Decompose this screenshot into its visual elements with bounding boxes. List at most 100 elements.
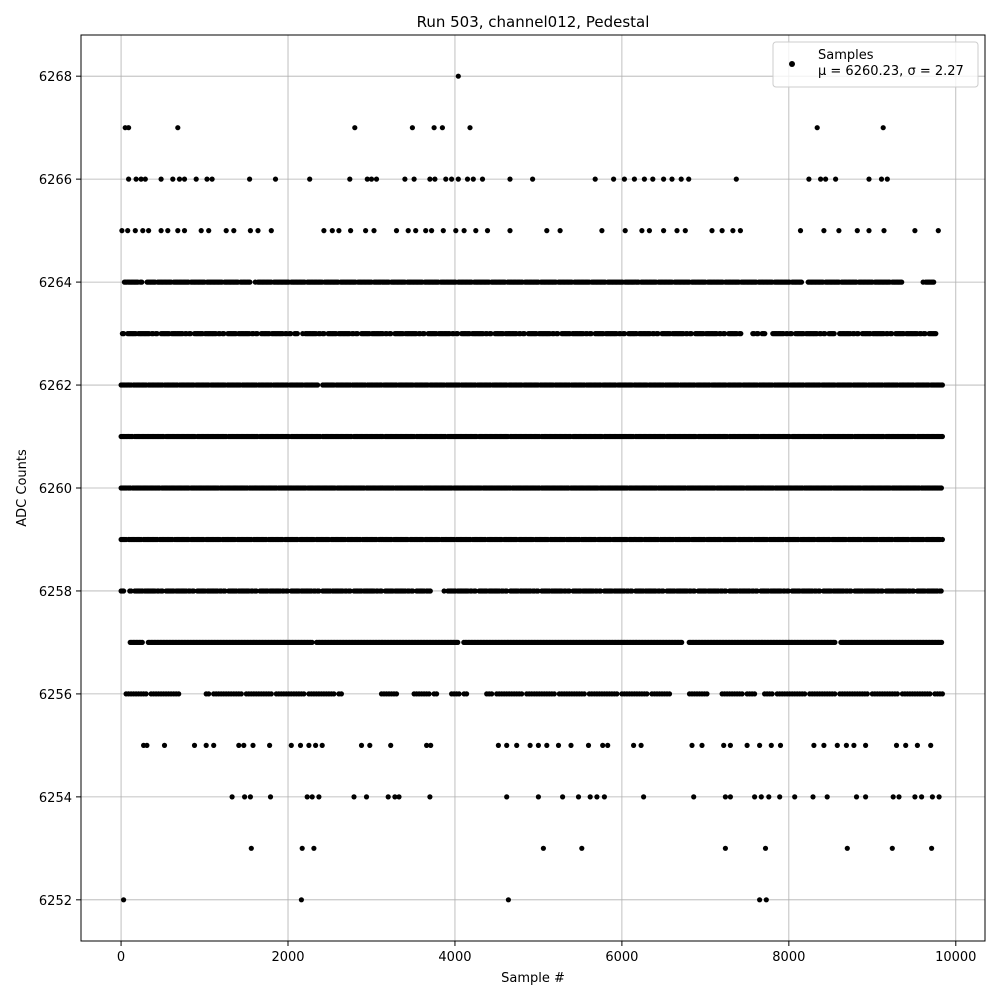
data-point [236,743,241,748]
data-point [427,794,432,799]
data-point [455,640,460,645]
data-point [644,691,649,696]
data-point [462,228,467,233]
data-point [576,794,581,799]
data-point [691,794,696,799]
data-point [541,846,546,851]
data-point [667,691,672,696]
data-point [912,228,917,233]
data-point [835,743,840,748]
data-point [359,743,364,748]
data-point [159,228,164,233]
data-point [738,228,743,233]
data-point [823,177,828,182]
data-point [689,743,694,748]
data-point [119,228,124,233]
data-point [881,228,886,233]
data-point [832,640,837,645]
data-point [599,228,604,233]
data-point [352,125,357,130]
data-point [709,228,714,233]
data-point [192,743,197,748]
data-point [560,794,565,799]
data-point [896,794,901,799]
data-point [792,794,797,799]
data-point [255,228,260,233]
data-point [504,743,509,748]
data-point [247,280,252,285]
data-point [144,691,149,696]
data-point [449,177,454,182]
data-point [821,743,826,748]
data-point [939,588,944,593]
data-point [582,691,587,696]
data-point [879,177,884,182]
data-point [126,177,131,182]
data-point [298,743,303,748]
data-point [170,177,175,182]
data-point [752,691,757,696]
data-point [623,228,628,233]
data-point [307,177,312,182]
data-point [386,794,391,799]
data-point [182,177,187,182]
data-point [933,331,938,336]
data-point [669,177,674,182]
data-point [507,177,512,182]
data-point [854,794,859,799]
data-point [881,125,886,130]
data-point [496,743,501,748]
data-point [413,228,418,233]
data-point [410,125,415,130]
data-point [821,228,826,233]
data-point [940,434,945,439]
data-point [544,743,549,748]
data-point [777,794,782,799]
data-point [177,177,182,182]
data-point [600,743,605,748]
data-point [394,228,399,233]
data-point [396,794,401,799]
data-point [679,640,684,645]
data-point [757,897,762,902]
data-point [802,691,807,696]
data-point [267,743,272,748]
data-point [434,691,439,696]
data-point [374,177,379,182]
data-point [798,228,803,233]
data-point [536,743,541,748]
data-point [316,794,321,799]
data-point [471,177,476,182]
data-point [427,177,432,182]
data-point [611,177,616,182]
data-point [388,743,393,748]
data-point [723,846,728,851]
data-point [939,640,944,645]
data-point [764,897,769,902]
data-point [269,691,274,696]
data-point [642,177,647,182]
data-point [432,125,437,130]
data-point [720,228,725,233]
data-point [930,794,935,799]
data-point [506,897,511,902]
data-point [313,743,318,748]
data-point [866,228,871,233]
data-point [351,794,356,799]
data-point [855,228,860,233]
data-point [194,177,199,182]
data-point [769,743,774,748]
data-point [134,177,139,182]
data-point [544,228,549,233]
data-point [928,743,933,748]
data-point [206,228,211,233]
data-point [679,177,684,182]
data-point [126,125,131,130]
data-point [306,743,311,748]
data-point [457,691,462,696]
data-point [728,794,733,799]
data-point [686,177,691,182]
data-point [810,794,815,799]
data-point [863,794,868,799]
data-point [268,794,273,799]
